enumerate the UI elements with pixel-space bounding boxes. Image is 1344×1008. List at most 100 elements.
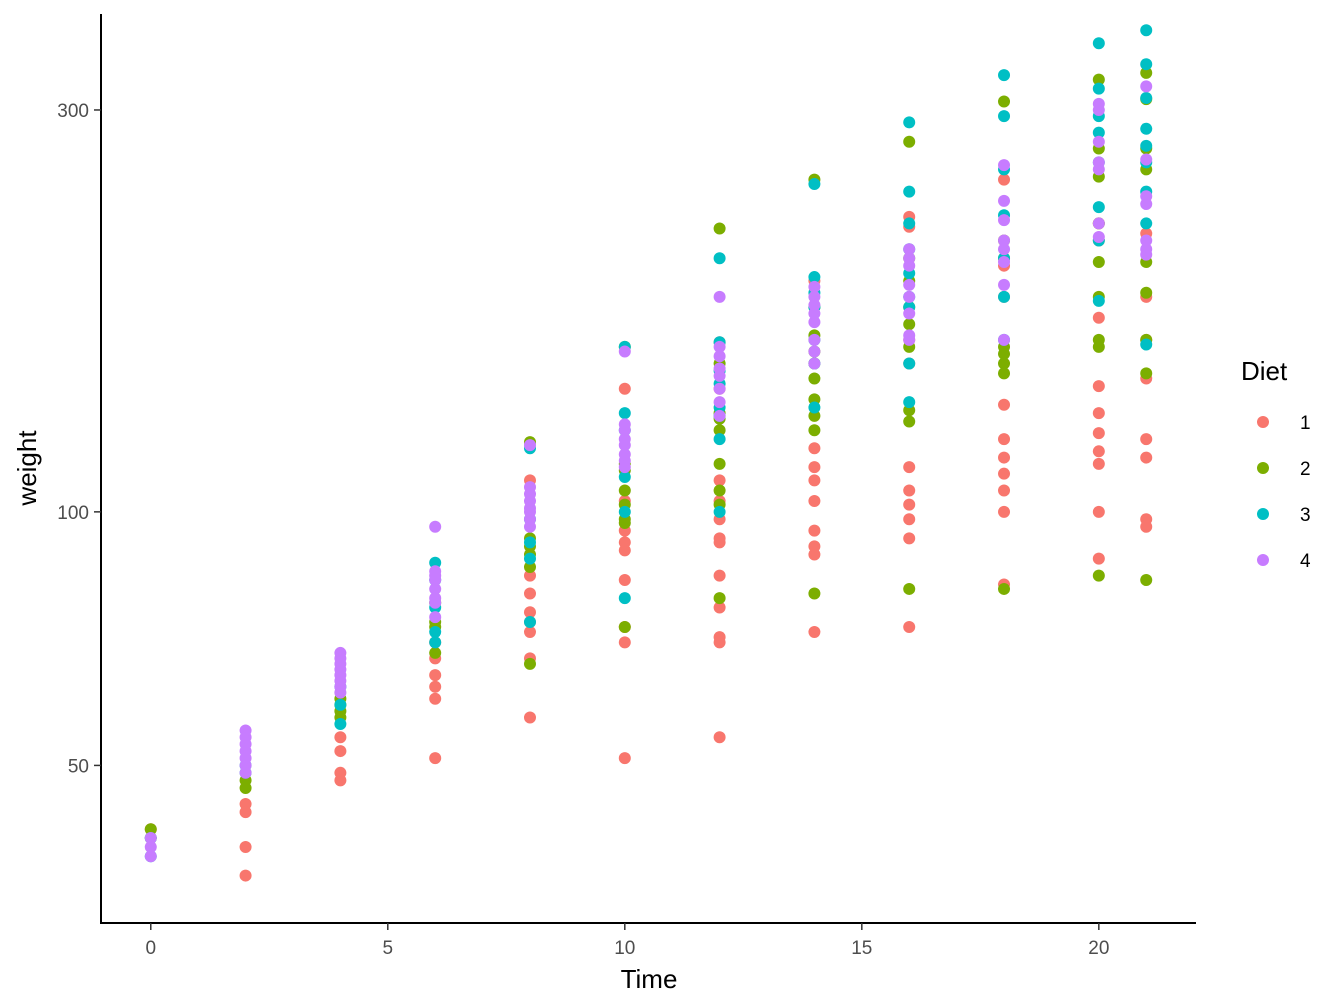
data-point-diet-1	[903, 513, 916, 526]
data-point-diet-1	[239, 797, 252, 810]
data-point-diet-4	[808, 333, 821, 346]
data-point-diet-3	[903, 396, 916, 409]
data-point-diet-1	[239, 869, 252, 882]
x-tick-label: 5	[382, 938, 393, 959]
data-point-diet-3	[1092, 37, 1105, 50]
data-point-diet-2	[903, 135, 916, 148]
data-point-diet-2	[998, 357, 1011, 370]
data-point-diet-1	[808, 461, 821, 474]
data-point-diet-1	[998, 505, 1011, 518]
y-tick-label: 100	[57, 503, 89, 524]
legend-title: Diet	[1241, 356, 1288, 386]
x-axis-ticks: 0 5 10 15 20	[145, 923, 1109, 959]
data-point-diet-1	[998, 398, 1011, 411]
data-point-diet-4	[903, 243, 916, 256]
data-point-diet-4	[713, 350, 726, 363]
data-point-diet-4	[903, 252, 916, 265]
data-point-diet-3	[1140, 58, 1153, 71]
data-point-diet-1	[998, 451, 1011, 464]
data-point-diet-3	[618, 505, 631, 518]
data-point-diet-3	[808, 178, 821, 191]
data-point-diet-2	[998, 582, 1011, 595]
legend-label-3: 3	[1300, 505, 1311, 526]
data-point-diet-3	[808, 271, 821, 284]
data-point-diet-4	[998, 333, 1011, 346]
data-point-diet-3	[523, 616, 536, 629]
data-point-diet-4	[998, 194, 1011, 207]
data-point-diet-4	[808, 299, 821, 312]
data-point-diet-2	[903, 582, 916, 595]
data-point-diet-4	[903, 307, 916, 320]
data-point-diet-4	[429, 565, 442, 578]
data-point-diet-2	[1092, 73, 1105, 86]
data-point-diet-4	[618, 448, 631, 461]
data-point-diet-2	[618, 484, 631, 497]
data-point-diet-3	[713, 505, 726, 518]
data-point-diet-1	[523, 711, 536, 724]
data-point-diet-1	[429, 752, 442, 765]
data-point-diet-1	[1092, 407, 1105, 420]
data-point-diet-4	[808, 345, 821, 358]
data-point-diet-4	[903, 290, 916, 303]
data-point-diet-3	[903, 357, 916, 370]
x-axis-title: Time	[621, 964, 678, 994]
data-point-diet-1	[903, 498, 916, 511]
data-point-diet-1	[1092, 445, 1105, 458]
data-point-diet-3	[1140, 217, 1153, 230]
data-point-diet-1	[808, 524, 821, 537]
data-point-diet-4	[808, 316, 821, 329]
data-point-diet-2	[808, 587, 821, 600]
data-point-diet-3	[1092, 82, 1105, 95]
data-point-diet-2	[523, 657, 536, 670]
data-point-diet-1	[239, 806, 252, 819]
data-point-diet-2	[808, 424, 821, 437]
data-point-diet-3	[429, 556, 442, 569]
data-point-diet-4	[713, 396, 726, 409]
data-point-diet-3	[523, 536, 536, 549]
data-points	[144, 24, 1153, 882]
data-point-diet-2	[713, 484, 726, 497]
y-tick-label: 50	[68, 756, 89, 777]
data-point-diet-1	[808, 540, 821, 553]
data-point-diet-3	[998, 69, 1011, 82]
data-point-diet-4	[808, 357, 821, 370]
data-point-diet-1	[713, 731, 726, 744]
data-point-diet-1	[429, 669, 442, 682]
data-point-diet-4	[1092, 97, 1105, 110]
data-point-diet-4	[523, 481, 536, 494]
data-point-diet-2	[998, 95, 1011, 108]
data-point-diet-2	[1140, 66, 1153, 79]
data-point-diet-4	[1092, 230, 1105, 243]
data-point-diet-2	[903, 318, 916, 331]
data-point-diet-1	[523, 587, 536, 600]
data-point-diet-1	[713, 569, 726, 582]
data-point-diet-2	[1140, 367, 1153, 380]
data-point-diet-4	[144, 841, 157, 854]
data-point-diet-1	[429, 692, 442, 705]
x-tick-label: 0	[145, 938, 156, 959]
data-point-diet-4	[618, 433, 631, 446]
data-point-diet-1	[1140, 451, 1153, 464]
data-point-diet-1	[1092, 457, 1105, 470]
data-point-diet-2	[618, 620, 631, 633]
data-point-diet-2	[808, 372, 821, 385]
data-point-diet-4	[1140, 153, 1153, 166]
data-point-diet-1	[1092, 380, 1105, 393]
data-point-diet-3	[713, 433, 726, 446]
data-point-diet-4	[713, 409, 726, 422]
data-point-diet-2	[1140, 286, 1153, 299]
data-point-diet-1	[713, 631, 726, 644]
data-point-diet-1	[429, 680, 442, 693]
data-point-diet-1	[1140, 433, 1153, 446]
data-point-diet-3	[334, 717, 347, 730]
data-point-diet-4	[429, 611, 442, 624]
data-point-diet-3	[903, 185, 916, 198]
data-point-diet-4	[1140, 190, 1153, 203]
y-axis-ticks: 50 100 300	[57, 101, 101, 777]
data-point-diet-2	[713, 592, 726, 605]
legend-items: 1 2 3 4	[1257, 413, 1311, 572]
data-point-diet-1	[523, 606, 536, 619]
data-point-diet-4	[618, 418, 631, 431]
data-point-diet-4	[998, 255, 1011, 268]
